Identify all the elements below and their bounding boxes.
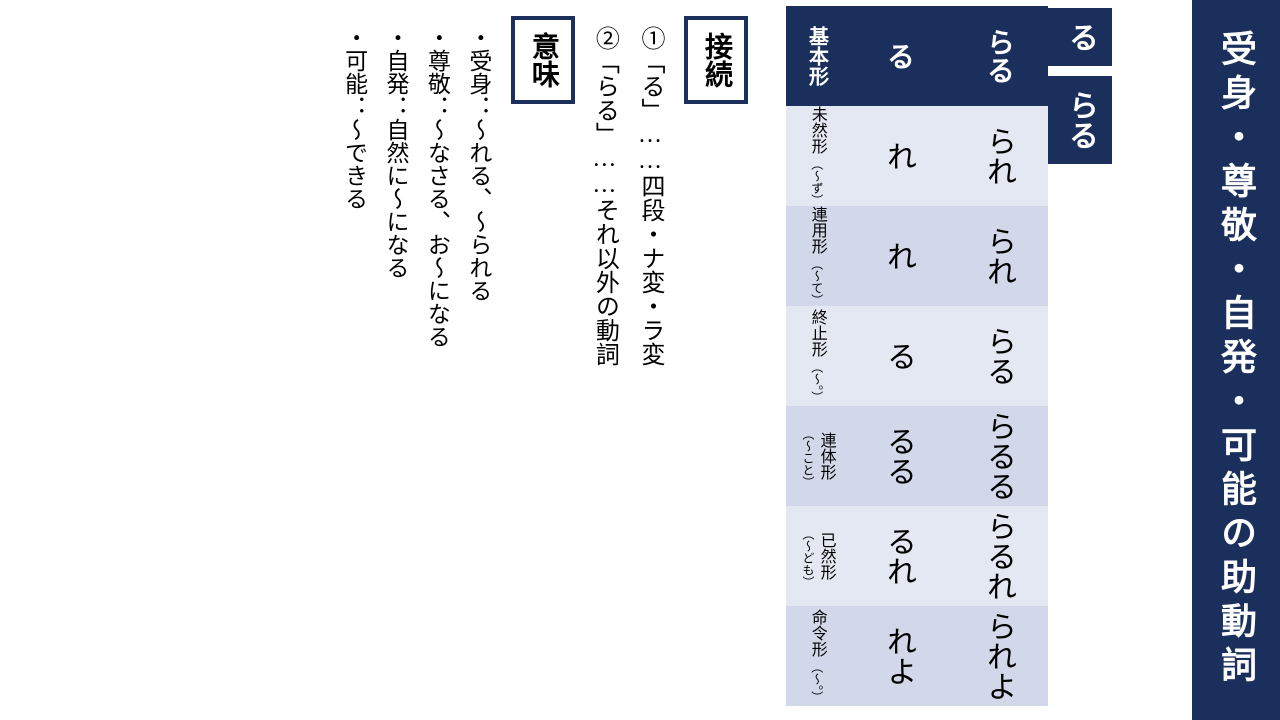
cell-ru: る xyxy=(848,306,948,406)
word-box: らる xyxy=(1048,76,1112,164)
meaning-line: ・可能：〜できる xyxy=(333,26,374,348)
word-box: る xyxy=(1048,8,1112,66)
meaning-header: 意味 xyxy=(511,16,575,104)
conjugation-table-wrap: 基本形 る らる 未然形（〜ず） れ られ 連用形（〜て） れ られ 終止形（〜… xyxy=(786,0,1048,720)
cell-raru: られよ xyxy=(948,606,1048,706)
meaning-line: ・尊敬：〜なさる、お〜になる xyxy=(416,26,457,348)
cell-raru: られ xyxy=(948,106,1048,206)
connection-line: ②「らる」……それ以外の動詞 xyxy=(581,26,627,366)
connection-line: ①「る」……四段・ナ変・ラ変 xyxy=(626,26,672,366)
connection-section: 接続 ①「る」……四段・ナ変・ラ変 ②「らる」……それ以外の動詞 xyxy=(581,0,748,720)
col-header-basic: 基本形 xyxy=(786,6,848,106)
connection-header: 接続 xyxy=(684,16,748,104)
col-header-ru: る xyxy=(848,6,948,106)
table-header-row: 基本形 る らる xyxy=(786,6,1048,106)
cell-ru: るる xyxy=(848,406,948,506)
meaning-line: ・自発：自然に〜になる xyxy=(375,26,416,348)
cell-raru: られ xyxy=(948,206,1048,306)
form-label: 命令形（〜。） xyxy=(786,606,848,706)
page-title: 受身・尊敬・自発・可能の助動詞 xyxy=(1192,0,1280,720)
table-row: 連体形（〜こと） るる らるる xyxy=(786,406,1048,506)
table-row: 連用形（〜て） れ られ xyxy=(786,206,1048,306)
meaning-line: ・受身：〜れる、〜られる xyxy=(457,26,498,348)
table-row: 命令形（〜。） れよ られよ xyxy=(786,606,1048,706)
table-row: 已然形（〜ども） るれ らるれ xyxy=(786,506,1048,606)
conjugation-table: 基本形 る らる 未然形（〜ず） れ られ 連用形（〜て） れ られ 終止形（〜… xyxy=(786,6,1048,706)
col-header-raru: らる xyxy=(948,6,1048,106)
form-label: 連用形（〜て） xyxy=(786,206,848,306)
spacer xyxy=(1112,0,1192,720)
table-row: 終止形（〜。） る らる xyxy=(786,306,1048,406)
connection-body: ①「る」……四段・ナ変・ラ変 ②「らる」……それ以外の動詞 xyxy=(581,6,672,366)
meaning-body: ・受身：〜れる、〜られる ・尊敬：〜なさる、お〜になる ・自発：自然に〜になる … xyxy=(333,6,499,348)
cell-raru: らる xyxy=(948,306,1048,406)
cell-ru: れよ xyxy=(848,606,948,706)
table-row: 未然形（〜ず） れ られ xyxy=(786,106,1048,206)
cell-raru: らるれ xyxy=(948,506,1048,606)
cell-raru: らるる xyxy=(948,406,1048,506)
meaning-section: 意味 ・受身：〜れる、〜られる ・尊敬：〜なさる、お〜になる ・自発：自然に〜に… xyxy=(333,0,575,720)
form-label: 連体形（〜こと） xyxy=(786,406,848,506)
cell-ru: るれ xyxy=(848,506,948,606)
cell-ru: れ xyxy=(848,106,948,206)
cell-ru: れ xyxy=(848,206,948,306)
form-label: 已然形（〜ども） xyxy=(786,506,848,606)
form-label: 終止形（〜。） xyxy=(786,306,848,406)
word-boxes: る らる xyxy=(1048,0,1112,720)
form-label: 未然形（〜ず） xyxy=(786,106,848,206)
